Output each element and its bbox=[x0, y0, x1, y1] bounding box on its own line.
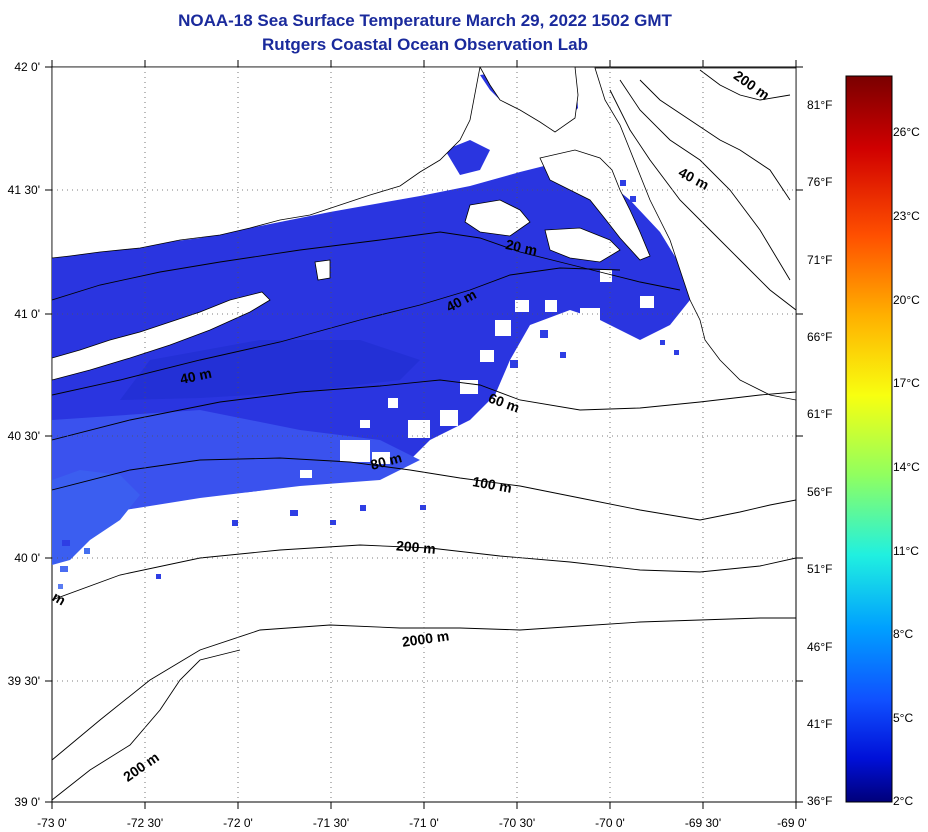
lat-label: 42 0' bbox=[14, 60, 40, 74]
lat-label: 41 0' bbox=[14, 307, 40, 321]
celsius-tick-label: 20°C bbox=[893, 293, 920, 307]
lon-label: -69 30' bbox=[684, 816, 722, 830]
fahrenheit-tick-label: 81°F bbox=[807, 98, 833, 112]
fahrenheit-tick-label: 46°F bbox=[807, 640, 833, 654]
celsius-tick-label: 26°C bbox=[893, 125, 920, 139]
fahrenheit-tick-label: 41°F bbox=[807, 717, 833, 731]
fahrenheit-tick-label: 36°F bbox=[807, 794, 833, 808]
isobath-label: 40 m bbox=[179, 365, 214, 387]
fahrenheit-tick-label: 61°F bbox=[807, 407, 833, 421]
lat-label: 41 30' bbox=[7, 183, 40, 197]
isobath-label: 100 m bbox=[471, 473, 513, 496]
map-subtitle: Rutgers Coastal Ocean Observation Lab bbox=[262, 35, 588, 54]
graticule bbox=[52, 67, 796, 802]
isobath-label: 20 m bbox=[504, 236, 539, 258]
fahrenheit-tick-label: 76°F bbox=[807, 175, 833, 189]
celsius-tick-label: 11°C bbox=[893, 544, 919, 558]
lon-label: -73 0' bbox=[37, 816, 67, 830]
celsius-tick-label: 17°C bbox=[893, 376, 920, 390]
lat-label: 39 30' bbox=[7, 674, 40, 688]
fahrenheit-tick-label: 66°F bbox=[807, 330, 833, 344]
land bbox=[52, 67, 796, 401]
lon-label: -72 30' bbox=[126, 816, 164, 830]
colorbar bbox=[845, 75, 893, 803]
fahrenheit-tick-label: 51°F bbox=[807, 562, 833, 576]
lon-label: -70 0' bbox=[595, 816, 625, 830]
lat-label: 40 0' bbox=[14, 551, 40, 565]
lon-label: -71 30' bbox=[312, 816, 350, 830]
map-title: NOAA-18 Sea Surface Temperature March 29… bbox=[178, 11, 672, 30]
celsius-tick-label: 2°C bbox=[893, 794, 914, 808]
fahrenheit-tick-label: 56°F bbox=[807, 485, 833, 499]
lon-label: -70 30' bbox=[498, 816, 536, 830]
lon-label: -72 0' bbox=[223, 816, 253, 830]
axis-ticks bbox=[45, 60, 803, 809]
lon-label: -71 0' bbox=[409, 816, 439, 830]
lon-label: -69 0' bbox=[777, 816, 807, 830]
celsius-tick-label: 23°C bbox=[893, 209, 920, 223]
lat-label: 39 0' bbox=[14, 795, 40, 809]
missing-data bbox=[140, 270, 654, 518]
celsius-tick-label: 8°C bbox=[893, 627, 914, 641]
isobath-label: 80 m bbox=[369, 449, 404, 473]
isobath-label: 2000 m bbox=[401, 627, 450, 649]
celsius-tick-label: 14°C bbox=[893, 460, 920, 474]
isobath-label: 200 m bbox=[395, 537, 436, 556]
fahrenheit-tick-label: 71°F bbox=[807, 253, 833, 267]
celsius-tick-label: 5°C bbox=[893, 711, 914, 725]
isobaths bbox=[52, 69, 796, 801]
lat-label: 40 30' bbox=[7, 429, 40, 443]
